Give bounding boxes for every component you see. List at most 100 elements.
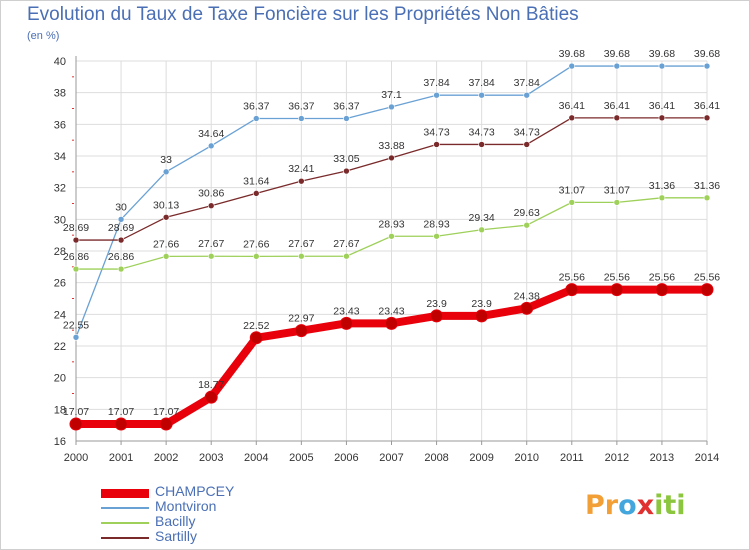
data-label: 36.37: [288, 100, 314, 112]
data-point: [613, 114, 621, 122]
data-label: 18.77: [198, 379, 224, 391]
data-label: 23.43: [378, 305, 404, 317]
chart-title: Evolution du Taux de Taxe Foncière sur l…: [27, 4, 579, 25]
data-point: [523, 91, 531, 99]
data-point: [388, 103, 395, 111]
data-point: [613, 199, 621, 206]
x-tick-label: 2014: [695, 452, 719, 464]
series-montviron: [72, 62, 711, 341]
unit-label: (en %): [27, 30, 60, 42]
data-label: 36.41: [694, 100, 720, 112]
data-labels: 17.07 17.07 17.07 18.77 22.52 22.97 23.43 23.43…: [63, 48, 720, 418]
data-label: 32.41: [288, 163, 314, 175]
data-label: 23.43: [333, 305, 359, 317]
data-label: 39.68: [694, 48, 720, 60]
data-label: 22.55: [63, 319, 89, 331]
data-label: 23.9: [471, 298, 492, 310]
y-tick-label: 30: [54, 214, 66, 226]
y-tick-label: 34: [54, 151, 66, 163]
y-tick-label: 16: [54, 436, 66, 448]
data-label: 31.36: [649, 180, 675, 192]
data-label: 28.69: [63, 222, 89, 234]
data-label: 27.67: [198, 238, 224, 250]
data-label: 30.86: [198, 188, 224, 200]
x-tick-label: 2009: [469, 452, 493, 464]
data-point: [703, 194, 711, 202]
data-label: 27.66: [243, 238, 269, 250]
legend-label: Sartilly: [155, 528, 198, 544]
y-tick-label: 38: [54, 88, 66, 100]
data-label: 39.68: [604, 48, 630, 60]
data-label: 22.52: [243, 320, 269, 332]
data-point: [252, 253, 260, 260]
data-label: 26.86: [63, 251, 89, 263]
data-label: 31.36: [694, 180, 720, 192]
legend-swatch: [101, 522, 149, 524]
data-point: [249, 331, 263, 345]
data-point: [343, 167, 350, 175]
data-point: [343, 115, 350, 122]
x-tick-label: 2000: [64, 452, 88, 464]
data-label: 37.84: [423, 77, 449, 89]
data-point: [114, 417, 128, 431]
data-point: [252, 190, 260, 197]
data-point: [339, 316, 353, 330]
data-label: 36.41: [559, 100, 585, 112]
y-tick-label: 20: [54, 373, 66, 385]
data-point: [207, 142, 215, 150]
data-point: [433, 91, 440, 99]
data-label: 17.07: [63, 406, 89, 418]
data-point: [294, 324, 308, 338]
data-point: [655, 283, 669, 297]
legend-swatch: [101, 488, 149, 498]
data-label: 37.84: [469, 77, 495, 89]
data-point: [703, 114, 711, 122]
data-point: [159, 417, 173, 431]
y-tick-label: 24: [54, 309, 66, 321]
y-tick-label: 28: [54, 246, 66, 258]
data-label: 25.56: [604, 272, 630, 284]
y-tick-label: 18: [54, 404, 66, 416]
data-label: 23.9: [426, 298, 447, 310]
proxiti-logo: Proxiti: [585, 490, 686, 521]
data-label: 24.38: [514, 290, 540, 302]
legend-label: Bacilly: [155, 513, 196, 529]
data-label: 22.97: [288, 313, 314, 325]
x-tick-label: 2001: [109, 452, 133, 464]
data-label: 17.07: [108, 406, 134, 418]
data-point: [252, 115, 260, 122]
data-label: 36.41: [604, 100, 630, 112]
data-point: [658, 62, 666, 70]
data-point: [69, 417, 83, 431]
data-point: [478, 226, 485, 234]
data-label: 34.73: [469, 126, 495, 138]
data-point: [610, 283, 624, 297]
legend-label: Montviron: [155, 498, 217, 514]
data-label: 28.93: [378, 218, 404, 230]
x-tick-label: 2010: [514, 452, 538, 464]
data-point: [658, 194, 666, 202]
y-tick-label: 26: [54, 278, 66, 290]
data-point: [433, 232, 440, 240]
data-point: [700, 283, 714, 297]
y-tick-label: 22: [54, 341, 66, 353]
data-point: [388, 154, 395, 162]
data-point: [520, 301, 534, 315]
data-point: [388, 232, 395, 240]
data-point: [117, 236, 125, 244]
data-label: 28.69: [108, 222, 134, 234]
x-tick-label: 2011: [560, 452, 584, 464]
data-label: 33.05: [333, 153, 359, 165]
data-point: [343, 252, 350, 260]
data-point: [72, 333, 80, 341]
x-tick-label: 2005: [289, 452, 313, 464]
x-tick-label: 2002: [154, 452, 178, 464]
legend-label: CHAMPCEY: [155, 483, 235, 499]
x-tick-label: 2007: [379, 452, 403, 464]
data-label: 36.37: [333, 100, 359, 112]
x-tick-label: 2004: [244, 452, 268, 464]
grid: [75, 60, 708, 442]
data-point: [430, 309, 444, 323]
